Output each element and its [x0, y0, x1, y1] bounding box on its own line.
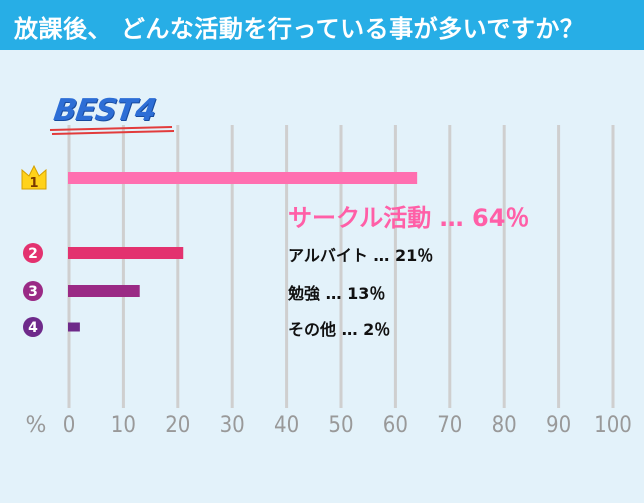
x-tick-labels: 0 10 20 30 40 50 60 70 80 90 100: [63, 413, 632, 438]
value-label-4: その他 … 2％: [288, 320, 391, 339]
x-tick-label: 50: [328, 413, 353, 438]
x-tick-label: 30: [220, 413, 245, 438]
rank-number: 1: [29, 176, 38, 191]
x-tick-label: 90: [546, 413, 571, 438]
crown-icon: [21, 164, 47, 190]
value-label-2: アルバイト … 21％: [288, 246, 434, 265]
rank-number: 4: [28, 320, 38, 336]
bar-3: [68, 285, 140, 297]
x-tick-label: 70: [437, 413, 462, 438]
rank-circle-icon: [23, 243, 43, 263]
best-underline-icon: [49, 126, 175, 135]
bar-4: [68, 322, 80, 332]
header-bar: 放課後、 どんな活動を行っている事が多いですか？: [0, 0, 644, 50]
bar-1: [68, 172, 418, 184]
bar-2: [68, 247, 184, 259]
value-label-3: 勉強 … 13％: [288, 284, 386, 303]
rank-number: 2: [28, 246, 38, 262]
x-tick-label: 0: [63, 413, 76, 438]
rank-markers: 1 2 3 4: [21, 164, 47, 337]
x-tick-label: 80: [492, 413, 517, 438]
x-unit-label: %: [26, 413, 47, 438]
rank-number: 3: [28, 284, 38, 300]
x-tick-label: 40: [274, 413, 299, 438]
bars: [68, 172, 418, 332]
rank-circle-icon: [23, 317, 43, 337]
best-badge: BEST4: [51, 93, 158, 128]
x-tick-label: 60: [383, 413, 408, 438]
page-title: 放課後、 どんな活動を行っている事が多いですか？: [14, 15, 585, 43]
grid-lines: [67, 125, 615, 408]
rank-circle-icon: [23, 281, 43, 301]
value-label-1: サークル活動 … 64％: [288, 204, 530, 232]
x-tick-label: 10: [111, 413, 136, 438]
x-tick-label: 100: [594, 413, 632, 438]
x-tick-label: 20: [165, 413, 190, 438]
